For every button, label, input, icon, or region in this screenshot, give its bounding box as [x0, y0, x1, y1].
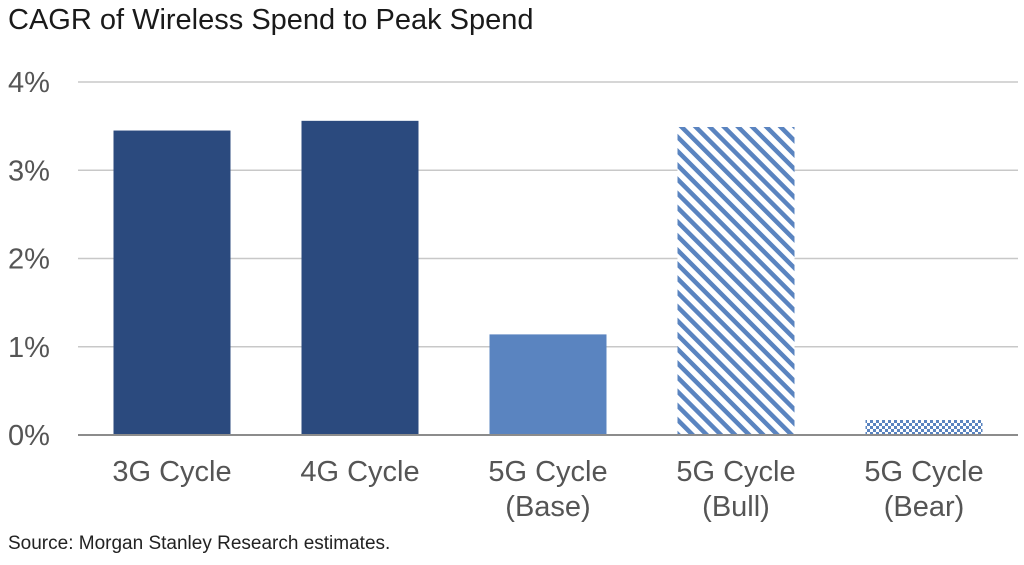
- bar: [489, 334, 607, 435]
- y-tick-label: 0%: [8, 420, 50, 452]
- bar-chart: 0% 1% 2% 3% 4% 3G Cycle 4G Cycle 5G Cycle (Base…: [8, 67, 1018, 523]
- bar: [301, 120, 419, 435]
- x-axis-category-labels: 3G Cycle 4G Cycle 5G Cycle (Base) 5G Cycle (B…: [112, 456, 983, 523]
- y-axis-tick-labels: 0% 1% 2% 3% 4%: [8, 67, 50, 452]
- y-tick-label: 3%: [8, 155, 50, 187]
- bar: [677, 127, 795, 435]
- x-category-label: 4G Cycle: [300, 456, 419, 488]
- y-tick-label: 1%: [8, 332, 50, 364]
- gridlines: [78, 81, 1018, 348]
- x-category-label: 5G Cycle (Bear): [864, 456, 983, 523]
- source-note: Source: Morgan Stanley Research estimate…: [8, 533, 391, 554]
- chart-title: CAGR of Wireless Spend to Peak Spend: [8, 4, 534, 36]
- bars: [113, 120, 983, 435]
- bar: [113, 130, 231, 435]
- y-tick-label: 4%: [8, 67, 50, 99]
- x-category-label: 5G Cycle (Base): [488, 456, 607, 523]
- x-category-label: 3G Cycle: [112, 456, 231, 488]
- y-tick-label: 2%: [8, 244, 50, 276]
- bar: [865, 419, 983, 435]
- x-category-label: 5G Cycle (Bull): [676, 456, 795, 523]
